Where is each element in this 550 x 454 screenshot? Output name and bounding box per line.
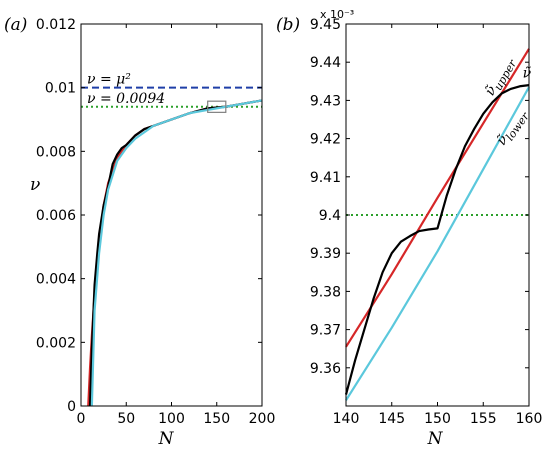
panel-b-ticks: 140 145 150 155 160 9.36 9.37 9.38 9.39 9.4 9.41 9.… bbox=[310, 17, 543, 427]
x-tick-label: 0 bbox=[77, 411, 86, 427]
panel-a-line-labels: ν = μ² ν = 0.0094 bbox=[87, 72, 165, 107]
y-tick-label: 9.42 bbox=[310, 132, 341, 148]
reference-line-label: ν = μ² bbox=[87, 72, 131, 88]
curve-annotation: ν̃lower bbox=[494, 106, 533, 150]
panel-a-series bbox=[87, 99, 263, 407]
series-line bbox=[87, 99, 263, 407]
y-tick-label: 9.38 bbox=[310, 284, 341, 300]
panel-b-label: (b) bbox=[276, 15, 300, 35]
x-tick-label: 140 bbox=[333, 411, 360, 427]
y-tick-label: 9.39 bbox=[310, 246, 341, 262]
curve-annotation: ν̃ bbox=[523, 65, 532, 81]
x-tick-label: 50 bbox=[117, 411, 135, 427]
series-line bbox=[344, 84, 530, 395]
panel-b-exponent: x 10⁻³ bbox=[320, 8, 354, 21]
series-line bbox=[345, 48, 530, 348]
panel-a: (a) ν N 0 50 100 150 200 0 0.002 0.004 0.006 0.00… bbox=[4, 15, 275, 449]
panel-a-frame bbox=[80, 23, 263, 407]
series-line bbox=[88, 99, 263, 407]
y-tick-label: 0.012 bbox=[36, 17, 76, 33]
y-tick-label: 0.006 bbox=[36, 208, 76, 224]
x-tick-label: 160 bbox=[516, 411, 543, 427]
panel-a-ylabel: ν bbox=[30, 175, 40, 195]
panel-a-xlabel: N bbox=[158, 429, 175, 449]
y-tick-label: 9.43 bbox=[310, 93, 341, 109]
panel-a-label: (a) bbox=[4, 15, 27, 35]
panel-b-series bbox=[344, 48, 530, 401]
x-tick-label: 145 bbox=[378, 411, 405, 427]
y-tick-label: 9.44 bbox=[310, 55, 341, 71]
panel-b-frame bbox=[345, 23, 530, 407]
series-line bbox=[90, 99, 263, 407]
panel-a-ticks: 0 50 100 150 200 0 0.002 0.004 0.006 0.008 0.01 0.0… bbox=[36, 17, 275, 427]
x-tick-label: 155 bbox=[470, 411, 497, 427]
reference-line-label: ν = 0.0094 bbox=[87, 91, 165, 107]
panel-b-xlabel: N bbox=[427, 429, 444, 449]
y-tick-label: 0.004 bbox=[36, 272, 76, 288]
panel-b: (b) x 10⁻³ N 140 145 150 155 160 9.36 9.37 9.38… bbox=[276, 8, 542, 449]
y-tick-label: 0.01 bbox=[45, 81, 76, 97]
x-tick-label: 150 bbox=[424, 411, 451, 427]
y-tick-label: 9.41 bbox=[310, 170, 341, 186]
x-tick-label: 200 bbox=[249, 411, 276, 427]
x-tick-label: 100 bbox=[158, 411, 185, 427]
zoom-box bbox=[207, 100, 227, 113]
y-tick-label: 0.002 bbox=[36, 335, 76, 351]
y-tick-label: 9.37 bbox=[310, 323, 341, 339]
x-tick-label: 150 bbox=[203, 411, 230, 427]
y-tick-label: 9.4 bbox=[319, 208, 341, 224]
y-tick-label: 9.45 bbox=[310, 17, 341, 33]
series-line bbox=[345, 86, 530, 401]
panel-a-zoom-box bbox=[207, 100, 227, 113]
y-tick-label: 9.36 bbox=[310, 361, 341, 377]
y-tick-label: 0 bbox=[67, 399, 76, 415]
y-tick-label: 0.008 bbox=[36, 144, 76, 160]
